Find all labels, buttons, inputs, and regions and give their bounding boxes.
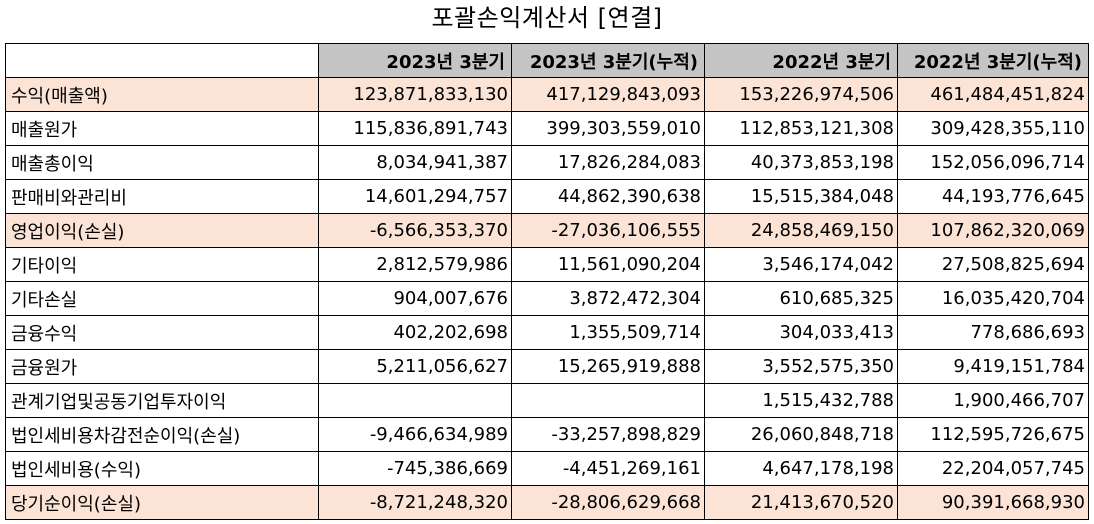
table-row: 기타이익 2,812,579,986 11,561,090,204 3,546,174… <box>5 247 1089 282</box>
column-header-2022-q3-cumulative: 2022년 3분기(누적) <box>897 43 1089 78</box>
row-label: 금융원가 <box>5 349 319 384</box>
table-row: 기타손실 904,007,676 3,872,472,304 610,685,325 1… <box>5 281 1089 316</box>
column-header-2023-q3-cumulative: 2023년 3분기(누적) <box>511 43 705 78</box>
value-cell: 3,546,174,042 <box>704 247 898 282</box>
row-label: 법인세비용차감전순이익(손실) <box>5 417 319 452</box>
value-cell: 5,211,056,627 <box>318 349 512 384</box>
value-cell: 904,007,676 <box>318 281 512 316</box>
value-cell: 17,826,284,083 <box>511 145 705 180</box>
value-cell: 15,515,384,048 <box>704 179 898 214</box>
column-header-blank <box>5 43 319 78</box>
value-cell: 3,552,575,350 <box>704 349 898 384</box>
value-cell: 11,561,090,204 <box>511 247 705 282</box>
value-cell: 402,202,698 <box>318 315 512 350</box>
row-label: 금융수익 <box>5 315 319 350</box>
value-cell: 4,647,178,198 <box>704 451 898 486</box>
table-row: 판매비와관리비 14,601,294,757 44,862,390,638 15,51… <box>5 179 1089 214</box>
value-cell: 123,871,833,130 <box>318 77 512 112</box>
value-cell: 3,872,472,304 <box>511 281 705 316</box>
value-cell: 107,862,320,069 <box>897 213 1089 248</box>
value-cell: 90,391,668,930 <box>897 485 1089 520</box>
table-row: 당기순이익(손실) -8,721,248,320 -28,806,629,668 21… <box>5 485 1089 520</box>
table-row: 관계기업및공동기업투자이익 1,515,432,788 1,900,466,707 <box>5 383 1089 418</box>
column-header-2023-q3: 2023년 3분기 <box>318 43 512 78</box>
value-cell: 461,484,451,824 <box>897 77 1089 112</box>
row-label: 기타손실 <box>5 281 319 316</box>
value-cell: 21,413,670,520 <box>704 485 898 520</box>
table-row: 매출원가 115,836,891,743 399,303,559,010 112,85… <box>5 111 1089 146</box>
value-cell: 44,193,776,645 <box>897 179 1089 214</box>
value-cell: 15,265,919,888 <box>511 349 705 384</box>
row-label: 매출총이익 <box>5 145 319 180</box>
row-label: 법인세비용(수익) <box>5 451 319 486</box>
value-cell: 115,836,891,743 <box>318 111 512 146</box>
value-cell: 27,508,825,694 <box>897 247 1089 282</box>
value-cell: 417,129,843,093 <box>511 77 705 112</box>
table-row: 매출총이익 8,034,941,387 17,826,284,083 40,373,8… <box>5 145 1089 180</box>
table-row: 영업이익(손실) -6,566,353,370 -27,036,106,555 24,… <box>5 213 1089 248</box>
value-cell: 22,204,057,745 <box>897 451 1089 486</box>
value-cell: 9,419,151,784 <box>897 349 1089 384</box>
value-cell: 40,373,853,198 <box>704 145 898 180</box>
value-cell: -8,721,248,320 <box>318 485 512 520</box>
row-label: 당기순이익(손실) <box>5 485 319 520</box>
value-cell: 26,060,848,718 <box>704 417 898 452</box>
value-cell: 304,033,413 <box>704 315 898 350</box>
table-body: 수익(매출액) 123,871,833,130 417,129,843,093 153… <box>5 77 1089 520</box>
value-cell: -4,451,269,161 <box>511 451 705 486</box>
table-row: 금융수익 402,202,698 1,355,509,714 304,033,413 7… <box>5 315 1089 350</box>
row-label: 수익(매출액) <box>5 77 319 112</box>
value-cell: 112,853,121,308 <box>704 111 898 146</box>
value-cell: -33,257,898,829 <box>511 417 705 452</box>
value-cell: 24,858,469,150 <box>704 213 898 248</box>
value-cell: 1,355,509,714 <box>511 315 705 350</box>
row-label: 기타이익 <box>5 247 319 282</box>
value-cell: 309,428,355,110 <box>897 111 1089 146</box>
value-cell <box>318 383 512 418</box>
row-label: 판매비와관리비 <box>5 179 319 214</box>
value-cell: 8,034,941,387 <box>318 145 512 180</box>
row-label: 관계기업및공동기업투자이익 <box>5 383 319 418</box>
value-cell: -6,566,353,370 <box>318 213 512 248</box>
value-cell <box>511 383 705 418</box>
value-cell: -745,386,669 <box>318 451 512 486</box>
table-row: 수익(매출액) 123,871,833,130 417,129,843,093 153… <box>5 77 1089 112</box>
row-label: 매출원가 <box>5 111 319 146</box>
value-cell: 778,686,693 <box>897 315 1089 350</box>
value-cell: 153,226,974,506 <box>704 77 898 112</box>
value-cell: 152,056,096,714 <box>897 145 1089 180</box>
value-cell: 2,812,579,986 <box>318 247 512 282</box>
value-cell: -27,036,106,555 <box>511 213 705 248</box>
row-label: 영업이익(손실) <box>5 213 319 248</box>
value-cell: 1,900,466,707 <box>897 383 1089 418</box>
value-cell: 399,303,559,010 <box>511 111 705 146</box>
value-cell: 1,515,432,788 <box>704 383 898 418</box>
table-row: 법인세비용(수익) -745,386,669 -4,451,269,161 4,647… <box>5 451 1089 486</box>
table-header-row: 2023년 3분기 2023년 3분기(누적) 2022년 3분기 2022년 … <box>5 43 1089 78</box>
value-cell: -28,806,629,668 <box>511 485 705 520</box>
column-header-2022-q3: 2022년 3분기 <box>704 43 898 78</box>
value-cell: 112,595,726,675 <box>897 417 1089 452</box>
value-cell: 16,035,420,704 <box>897 281 1089 316</box>
value-cell: 44,862,390,638 <box>511 179 705 214</box>
value-cell: -9,466,634,989 <box>318 417 512 452</box>
value-cell: 610,685,325 <box>704 281 898 316</box>
value-cell: 14,601,294,757 <box>318 179 512 214</box>
statement-title: 포괄손익계산서 [연결] <box>431 4 663 32</box>
table-row: 법인세비용차감전순이익(손실) -9,466,634,989 -33,257,898… <box>5 417 1089 452</box>
income-statement-table: 2023년 3분기 2023년 3분기(누적) 2022년 3분기 2022년 … <box>5 43 1089 520</box>
table-row: 금융원가 5,211,056,627 15,265,919,888 3,552,575… <box>5 349 1089 384</box>
